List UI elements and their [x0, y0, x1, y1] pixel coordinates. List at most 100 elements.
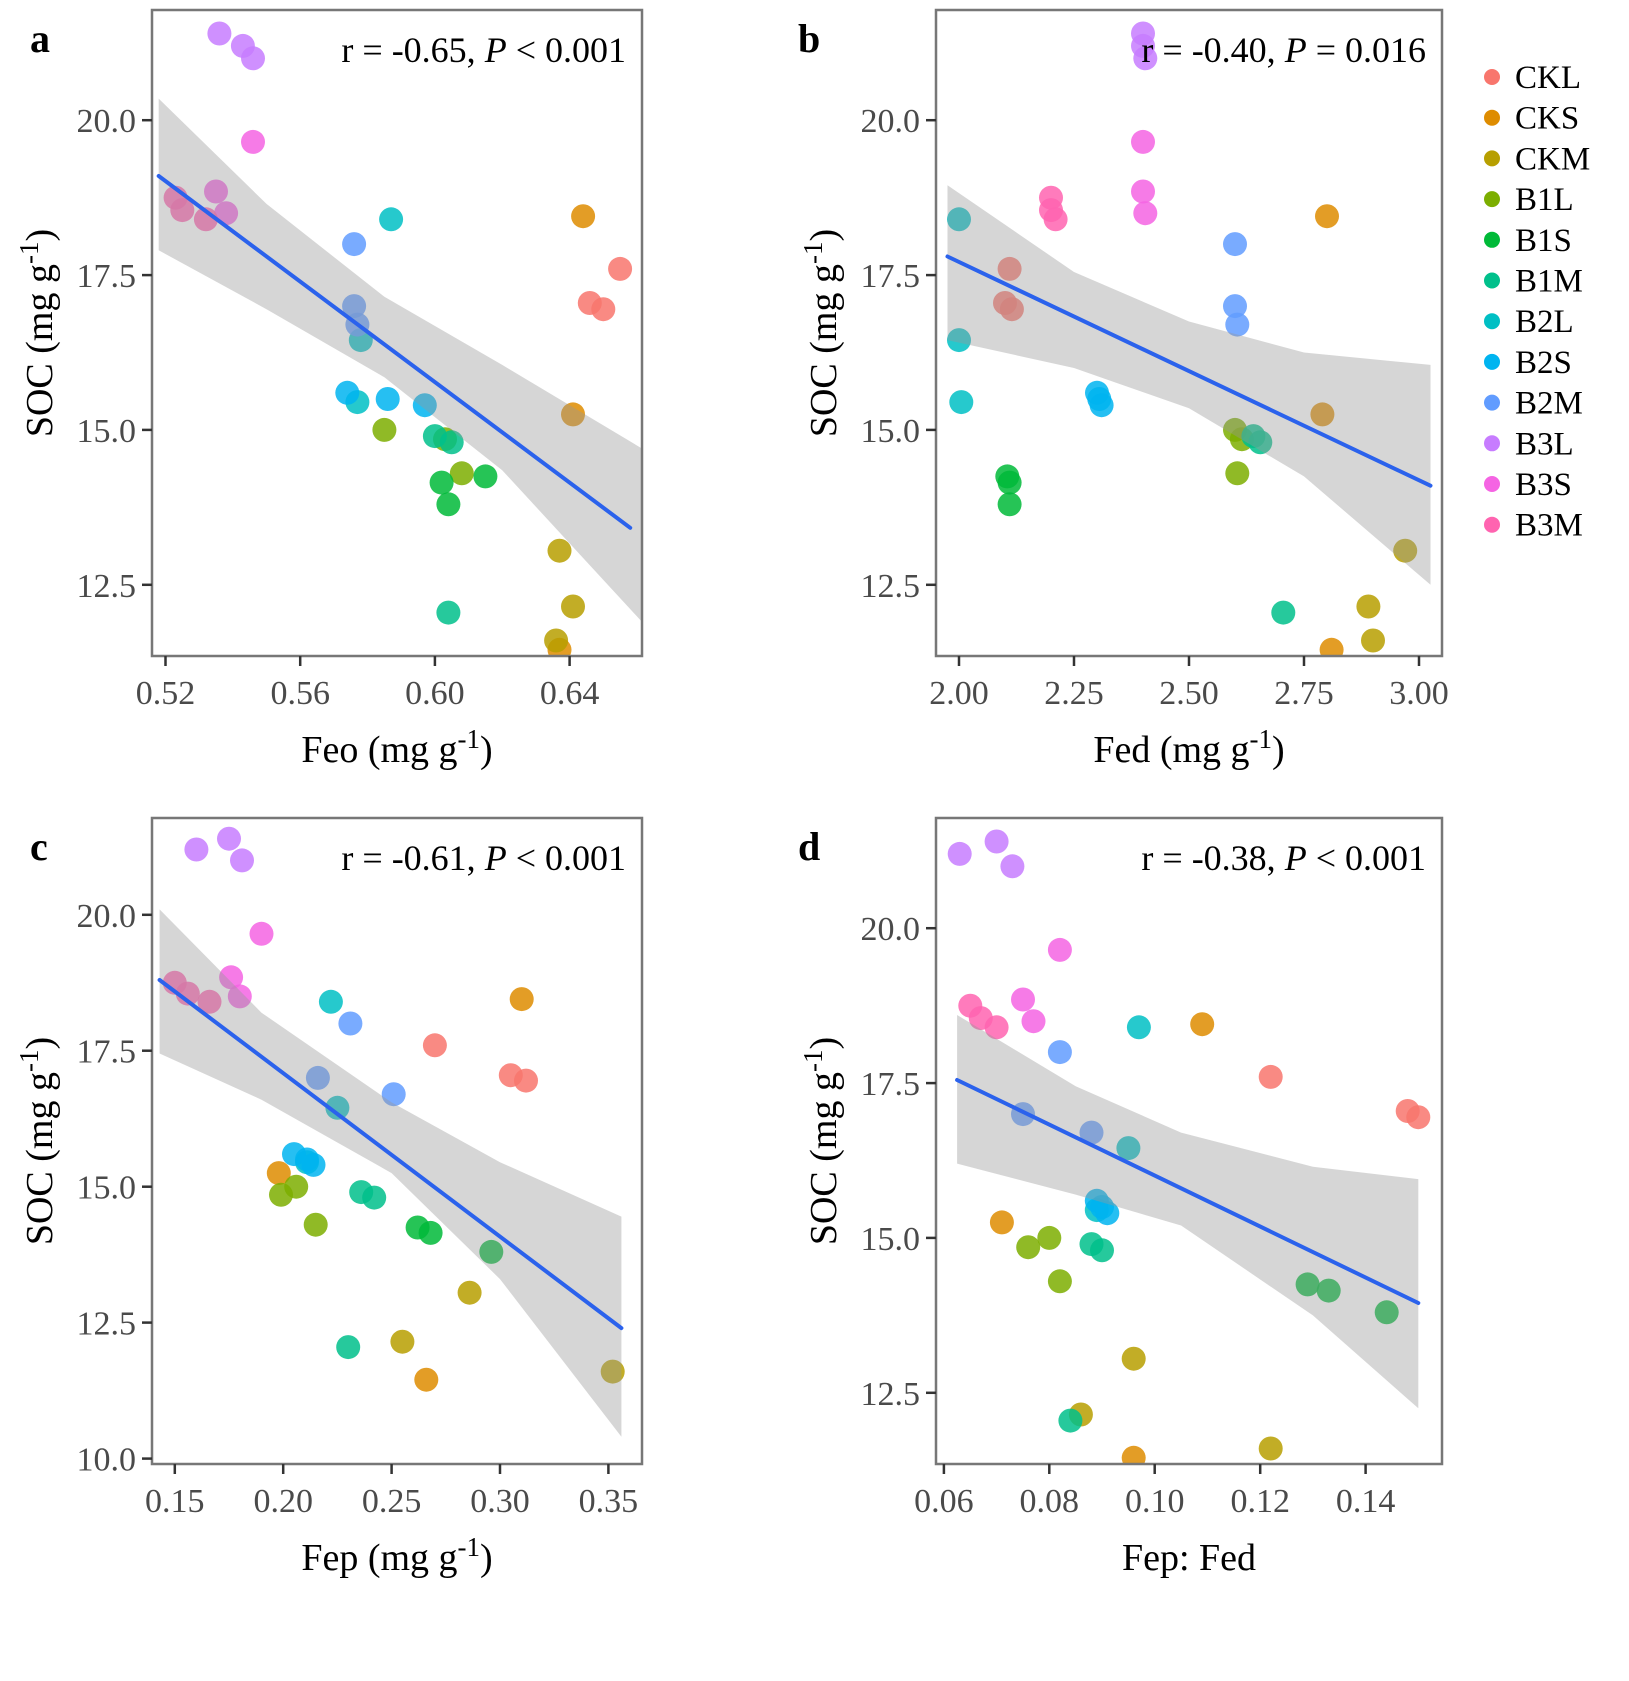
- data-point-CKS: [414, 1367, 439, 1392]
- data-point-B3S: [1131, 129, 1155, 154]
- data-point-CKS: [1310, 402, 1335, 427]
- x-axis-label: Feo (mg g-1): [301, 724, 492, 771]
- y-tick-label: 15.0: [77, 1170, 137, 1207]
- data-point-B3S: [219, 965, 244, 990]
- data-point-CKS: [266, 1161, 291, 1186]
- data-point-CKL: [608, 256, 633, 281]
- data-point-B3L: [230, 848, 254, 873]
- panel-d: 0.06 0.08 0.10 0.12 0.14 12.5 15.0 17.5 20.0 Fep:…: [798, 816, 1444, 1579]
- data-point-B1L: [1016, 1235, 1041, 1260]
- legend-dot-B3S: [1484, 476, 1500, 492]
- data-point-CKM: [457, 1280, 482, 1305]
- data-point-CKS: [571, 204, 596, 229]
- y-axis-label: SOC (mg g-1): [14, 229, 61, 437]
- data-point-B2S: [412, 393, 437, 418]
- confidence-ribbon: [957, 1015, 1419, 1409]
- data-point-CKM: [600, 1359, 625, 1384]
- legend-label: CKM: [1515, 141, 1590, 177]
- data-point-CKM: [1361, 628, 1385, 653]
- legend-item-B2L: B2L: [1484, 304, 1574, 340]
- legend-item-B1M: B1M: [1484, 264, 1583, 300]
- panel-border: [150, 816, 644, 1466]
- legend: CKL CKS CKM B1L B1S B1M B2L B2S B2M B3L B3S B3M: [1484, 60, 1590, 544]
- data-point-B2L: [949, 390, 974, 415]
- y-axis-label: SOC (mg g-1): [14, 1037, 61, 1245]
- data-point-B3L: [947, 841, 972, 866]
- legend-dot-CKL: [1484, 69, 1500, 85]
- legend-item-B3M: B3M: [1484, 508, 1583, 544]
- legend-label: B3S: [1515, 467, 1572, 503]
- y-tick-label: 20.0: [861, 911, 921, 948]
- data-point-B1S: [479, 1239, 504, 1264]
- data-point-B3L: [984, 829, 1009, 854]
- legend-dot-CKM: [1484, 150, 1500, 167]
- data-point-B3S: [1021, 1009, 1046, 1034]
- y-axis-label: SOC (mg g-1): [798, 229, 845, 437]
- data-point-B3L: [217, 826, 241, 851]
- x-tick-label: 0.52: [136, 675, 196, 712]
- x-tick-label: 0.10: [1125, 1483, 1185, 1520]
- panel-plot-area-a: [156, 21, 642, 656]
- data-point-B1S: [997, 470, 1022, 495]
- data-point-CKS: [1319, 637, 1344, 656]
- data-point-B2M: [342, 294, 367, 319]
- x-tick-label: 2.50: [1159, 675, 1219, 712]
- legend-dot-B1L: [1484, 191, 1500, 208]
- data-point-B3S: [1131, 179, 1155, 204]
- x-tick-label: 2.75: [1274, 675, 1334, 712]
- data-point-B1S: [436, 492, 461, 517]
- legend-item-B3S: B3S: [1484, 467, 1572, 503]
- y-tick-label: 15.0: [861, 1221, 921, 1258]
- confidence-ribbon: [158, 98, 642, 622]
- data-point-CKL: [999, 297, 1024, 322]
- data-point-CKS: [1315, 204, 1339, 229]
- y-tick-label: 17.5: [861, 258, 921, 295]
- panel-c: 0.15 0.20 0.25 0.30 0.35 10.0 12.5 15.0 17.5 20.0…: [14, 816, 644, 1579]
- data-point-B2L: [947, 207, 971, 232]
- y-tick-label: 15.0: [861, 413, 921, 450]
- data-point-B1M: [436, 600, 461, 625]
- data-point-B3M: [984, 1015, 1009, 1040]
- data-point-B3M: [1043, 207, 1068, 232]
- data-point-CKM: [390, 1329, 415, 1354]
- legend-label: B1S: [1515, 223, 1572, 259]
- data-point-B2M: [342, 232, 367, 257]
- correlation-annotation: r = -0.38, P < 0.001: [1141, 838, 1426, 878]
- regression-line: [157, 978, 624, 1331]
- data-point-B1L: [269, 1182, 293, 1207]
- legend-item-CKL: CKL: [1484, 60, 1581, 96]
- data-point-CKL: [1406, 1105, 1431, 1130]
- data-point-CKM: [1356, 594, 1381, 619]
- data-point-B3L: [241, 46, 265, 71]
- data-point-B2L: [318, 989, 343, 1014]
- data-point-B3S: [1047, 937, 1072, 962]
- panel-plot-area-c: [157, 826, 625, 1437]
- data-point-B3M: [170, 198, 195, 223]
- data-point-B3M: [175, 981, 200, 1006]
- data-point-CKL: [514, 1068, 538, 1093]
- data-point-B3S: [1133, 201, 1158, 226]
- y-tick-label: 15.0: [77, 413, 137, 450]
- data-point-CKS: [561, 402, 585, 427]
- panel-plot-area-d: [947, 829, 1431, 1464]
- data-point-B3M: [197, 989, 222, 1014]
- y-tick-label: 17.5: [861, 1066, 921, 1103]
- data-point-CKS: [1190, 1012, 1215, 1037]
- data-point-B1M: [439, 430, 464, 455]
- y-tick-label: 10.0: [77, 1442, 137, 1479]
- data-point-CKM: [1121, 1346, 1146, 1371]
- data-point-CKS: [509, 987, 534, 1012]
- legend-label: B3L: [1515, 426, 1574, 462]
- data-point-B1L: [1037, 1225, 1062, 1250]
- panel-letter-c: c: [30, 824, 48, 869]
- data-point-B3L: [184, 837, 209, 862]
- x-axis-label: Fep (mg g-1): [301, 1532, 492, 1579]
- data-point-B3L: [207, 21, 232, 46]
- regression-line: [945, 254, 1433, 488]
- legend-dot-B3M: [1484, 516, 1500, 533]
- correlation-annotation: r = -0.65, P < 0.001: [341, 30, 626, 70]
- x-tick-label: 2.00: [929, 675, 989, 712]
- x-axis-label: Fed (mg g-1): [1093, 724, 1284, 771]
- legend-label: B3M: [1515, 508, 1583, 544]
- legend-dot-B3L: [1484, 435, 1500, 452]
